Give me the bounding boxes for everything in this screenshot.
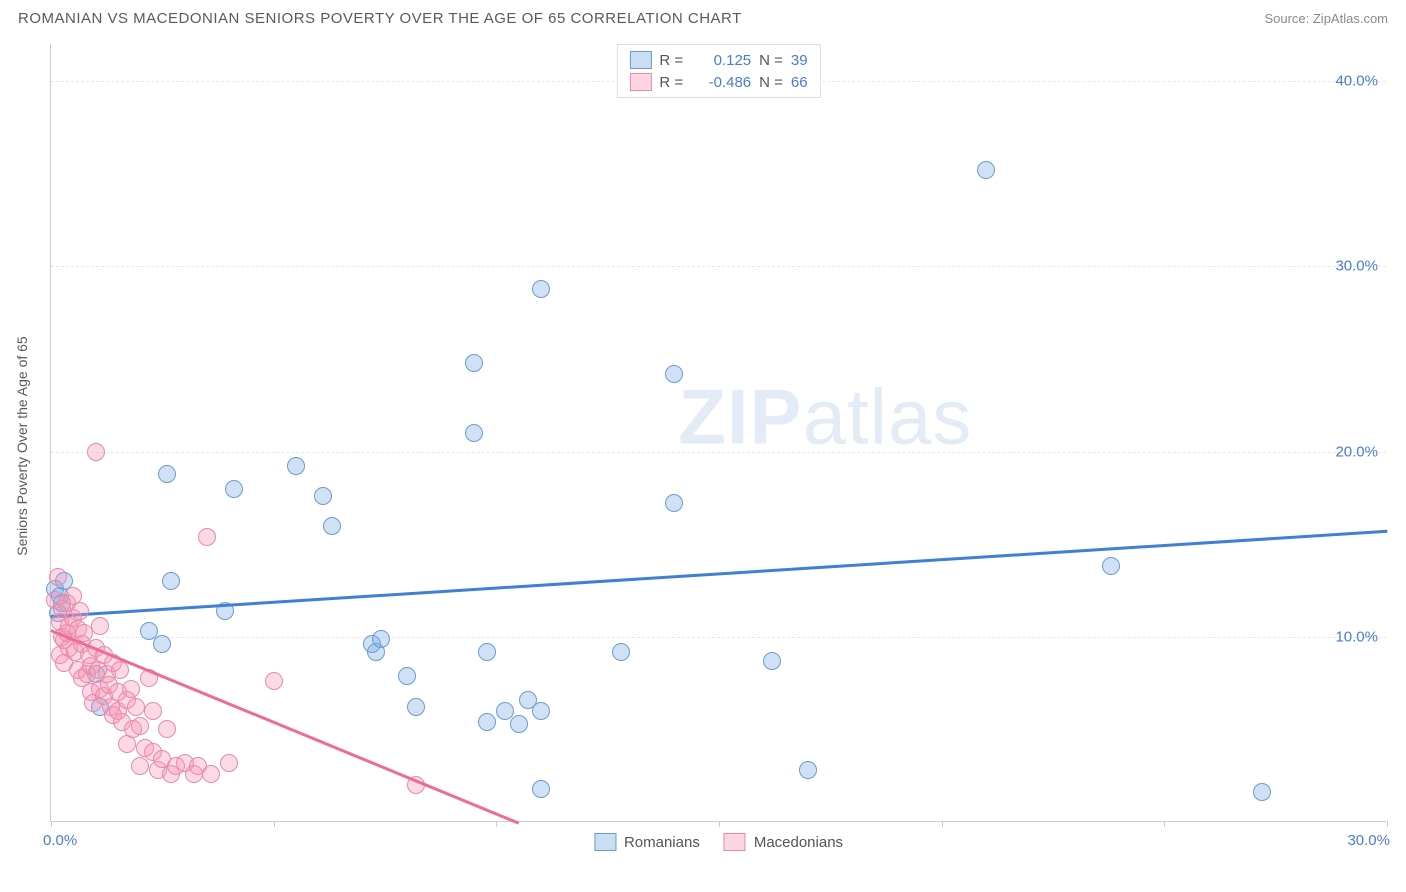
scatter-chart: ZIPatlas R = 0.125 N = 39 R = -0.486 N =… [50,44,1386,822]
x-tick [496,821,497,827]
data-point [198,528,216,546]
data-point [287,457,305,475]
n-label: N = [759,52,783,69]
chart-header: ROMANIAN VS MACEDONIAN SENIORS POVERTY O… [0,0,1406,33]
y-tick-label: 30.0% [1335,258,1378,275]
data-point [127,698,145,716]
watermark: ZIPatlas [678,371,972,462]
data-point [665,494,683,512]
y-tick-label: 20.0% [1335,443,1378,460]
data-point [398,667,416,685]
data-point [665,365,683,383]
r-value-macedonians: -0.486 [691,74,751,91]
data-point [220,754,238,772]
legend-row-romanians: R = 0.125 N = 39 [629,49,807,71]
data-point [131,757,149,775]
x-tick [719,821,720,827]
correlation-legend: R = 0.125 N = 39 R = -0.486 N = 66 [616,44,820,98]
data-point [131,717,149,735]
y-tick-label: 40.0% [1335,73,1378,90]
x-tick [274,821,275,827]
data-point [612,643,630,661]
data-point [153,635,171,653]
data-point [49,568,67,586]
data-point [799,761,817,779]
data-point [202,765,220,783]
y-axis-title: Seniors Poverty Over the Age of 65 [14,336,30,555]
data-point [1102,557,1120,575]
data-point [478,643,496,661]
x-tick [1164,821,1165,827]
data-point [1253,783,1271,801]
data-point [225,480,243,498]
swatch-pink-icon [724,833,746,851]
data-point [122,680,140,698]
swatch-blue-icon [594,833,616,851]
data-point [87,443,105,461]
data-point [465,354,483,372]
r-label: R = [659,74,683,91]
series-legend: Romanians Macedonians [594,833,843,851]
data-point [91,617,109,635]
r-label: R = [659,52,683,69]
x-axis-min: 0.0% [43,832,77,849]
x-tick [942,821,943,827]
data-point [144,702,162,720]
legend-item-romanians: Romanians [594,833,700,851]
data-point [532,280,550,298]
trend-line [51,529,1387,617]
x-tick [51,821,52,827]
swatch-pink-icon [629,73,651,91]
y-tick-label: 10.0% [1335,628,1378,645]
n-value-macedonians: 66 [791,74,808,91]
r-value-romanians: 0.125 [691,52,751,69]
gridline [51,637,1386,638]
data-point [158,720,176,738]
data-point [532,702,550,720]
gridline [51,452,1386,453]
x-axis-max: 30.0% [1347,832,1390,849]
legend-item-macedonians: Macedonians [724,833,843,851]
legend-label-romanians: Romanians [624,834,700,851]
data-point [158,465,176,483]
data-point [314,487,332,505]
data-point [372,630,390,648]
data-point [265,672,283,690]
data-point [162,572,180,590]
n-label: N = [759,74,783,91]
data-point [323,517,341,535]
data-point [465,424,483,442]
data-point [532,780,550,798]
gridline [51,266,1386,267]
n-value-romanians: 39 [791,52,808,69]
data-point [478,713,496,731]
data-point [763,652,781,670]
data-point [977,161,995,179]
swatch-blue-icon [629,51,651,69]
data-point [510,715,528,733]
x-tick [1387,821,1388,827]
legend-row-macedonians: R = -0.486 N = 66 [629,71,807,93]
chart-title: ROMANIAN VS MACEDONIAN SENIORS POVERTY O… [18,10,742,27]
data-point [407,698,425,716]
data-point [111,661,129,679]
data-point [71,602,89,620]
legend-label-macedonians: Macedonians [754,834,843,851]
chart-source: Source: ZipAtlas.com [1264,11,1388,26]
